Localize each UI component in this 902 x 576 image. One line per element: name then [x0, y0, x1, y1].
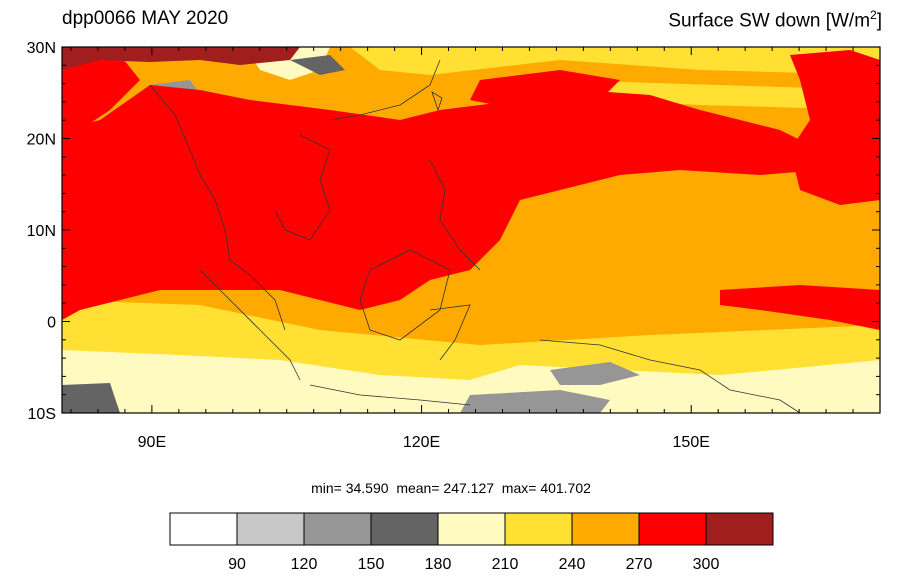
- colorbar-label: 300: [693, 556, 720, 573]
- coast-sulawesi: [429, 304, 471, 361]
- colorbar-swatch: [169, 512, 238, 546]
- colorbar-swatch: [303, 512, 372, 546]
- colorbar-swatch: [437, 512, 506, 546]
- field-red-southeast: [720, 285, 880, 330]
- title-right: Surface SW down [W/m2]: [668, 8, 882, 32]
- colorbar-label: 150: [358, 556, 385, 573]
- axis-tick-labels: 30N 20N 10N 0 10S 90E 120E 150E: [27, 40, 710, 451]
- title-right-text: Surface SW down [W/m: [668, 10, 871, 32]
- field-red-northwest: [62, 55, 140, 140]
- colorbar-label: 90: [228, 556, 246, 573]
- field-grey-newguinea: [550, 362, 640, 385]
- coast-taiwan: [431, 91, 443, 112]
- colorbar-swatch: [370, 512, 439, 546]
- lat-tick-label: 20N: [27, 132, 56, 149]
- coast-philippines: [429, 159, 481, 271]
- field-grey-himalaya: [290, 55, 345, 75]
- colorbar-label: 180: [425, 556, 452, 573]
- stats-min-label: min=: [311, 480, 342, 496]
- field-red-east: [790, 50, 880, 205]
- colorbar-label: 120: [291, 556, 318, 573]
- lon-tick-label: 120E: [403, 434, 440, 451]
- stats-min: 34.590: [345, 480, 389, 496]
- coast-indochina: [149, 84, 286, 331]
- colorbar-label: 270: [626, 556, 653, 573]
- field-pale-south: [62, 350, 880, 413]
- colorbar: 90 120 150 180 210 240 270 300: [169, 512, 774, 573]
- coastlines: [149, 59, 801, 413]
- coast-sumatra: [199, 269, 301, 381]
- lat-tick-label: 10S: [28, 406, 56, 423]
- field-yellow-north: [350, 47, 880, 75]
- map-field: [62, 47, 880, 413]
- colorbar-swatch: [236, 512, 305, 546]
- colorbar-swatch: [504, 512, 573, 546]
- lat-tick-label: 30N: [27, 40, 56, 57]
- colorbar-swatch: [705, 512, 774, 546]
- stats-line: min= 34.590 mean= 247.127 max= 401.702: [0, 480, 902, 496]
- axis-ticks: [62, 46, 881, 414]
- stats-mean-label: mean=: [396, 480, 440, 496]
- lat-tick-label: 10N: [27, 223, 56, 240]
- coast-borneo: [359, 249, 451, 341]
- field-darkred-northwest: [62, 47, 300, 70]
- field-grey-south-west: [62, 383, 120, 413]
- field-grey-south: [460, 390, 610, 413]
- colorbar-label: 210: [492, 556, 519, 573]
- lon-tick-label: 150E: [673, 434, 710, 451]
- stats-max-label: max=: [501, 480, 537, 496]
- title-right-sup: 2: [870, 8, 877, 22]
- coast-vietnam: [274, 134, 331, 241]
- coast-java: [309, 384, 471, 406]
- field-yellow-mid: [560, 80, 880, 110]
- stats-max: 401.702: [540, 480, 591, 496]
- title-left: dpp0066 MAY 2020: [62, 8, 229, 29]
- coast-newguinea: [539, 339, 801, 413]
- colorbar-swatch: [571, 512, 640, 546]
- title-right-close: ]: [876, 10, 882, 32]
- lon-tick-label: 90E: [138, 434, 166, 451]
- field-red-central: [62, 85, 820, 320]
- field-red-north-central: [470, 70, 620, 110]
- colorbar-swatch: [638, 512, 707, 546]
- stats-mean: 247.127: [443, 480, 495, 496]
- lat-tick-label: 0: [47, 315, 56, 332]
- coast-china: [329, 59, 441, 121]
- colorbar-label: 240: [559, 556, 586, 573]
